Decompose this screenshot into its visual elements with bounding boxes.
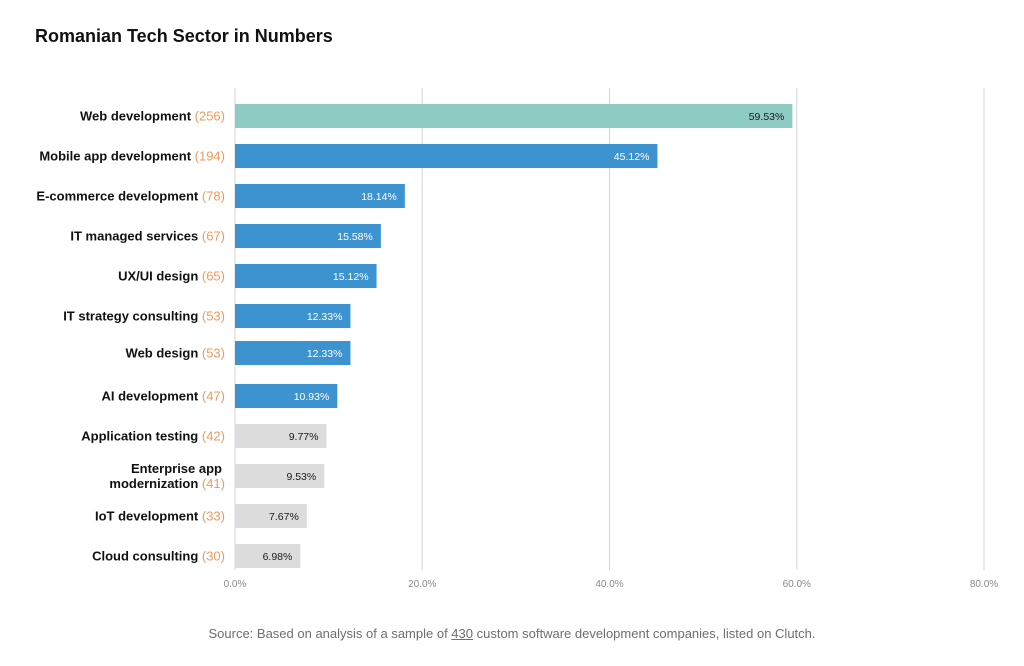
category-label: UX/UI design (65)	[118, 269, 225, 284]
category-label: IoT development (33)	[95, 509, 225, 524]
category-label: Mobile app development (194)	[39, 149, 225, 164]
x-tick-label: 0.0%	[224, 579, 247, 590]
data-label: 12.33%	[307, 348, 343, 360]
chart-title: Romanian Tech Sector in Numbers	[35, 26, 333, 46]
data-label: 15.12%	[333, 271, 369, 283]
bar	[235, 144, 658, 168]
x-tick-label: 40.0%	[595, 579, 623, 590]
bar	[235, 224, 381, 248]
data-label: 7.67%	[269, 511, 299, 523]
bar	[235, 544, 301, 568]
data-label: 6.98%	[263, 551, 293, 563]
category-label: Application testing (42)	[81, 429, 225, 444]
category-label: modernization (41)	[109, 476, 225, 491]
sample-size: 430	[451, 626, 473, 641]
x-tick-label: 60.0%	[783, 579, 811, 590]
data-label: 9.77%	[289, 431, 319, 443]
bar	[235, 384, 338, 408]
category-label: E-commerce development (78)	[36, 189, 225, 204]
data-label: 12.33%	[307, 311, 343, 323]
bar-chart: 0.0% 20.0% 40.0% 60.0% 80.0% 59.53% Web develo…	[36, 88, 998, 590]
source-prefix: Source: Based on analysis of a sample of	[208, 626, 452, 641]
x-tick-label: 80.0%	[970, 579, 998, 590]
data-label: 10.93%	[294, 391, 330, 403]
data-label: 9.53%	[286, 471, 316, 483]
x-tick-label: 20.0%	[408, 579, 436, 590]
bar	[235, 264, 377, 288]
bar	[235, 304, 351, 328]
source-footnote: Source: Based on analysis of a sample of…	[0, 626, 1024, 641]
category-label: IT managed services (67)	[70, 229, 225, 244]
category-label: Web design (53)	[126, 346, 225, 361]
source-suffix: custom software development companies, l…	[473, 626, 816, 641]
bar	[235, 504, 307, 528]
data-label: 45.12%	[614, 151, 650, 163]
category-label: AI development (47)	[101, 389, 225, 404]
data-label: 18.14%	[361, 191, 397, 203]
data-label: 59.53%	[749, 111, 785, 123]
category-label: Cloud consulting (30)	[92, 549, 225, 564]
bar	[235, 104, 793, 128]
category-label: Web development (256)	[80, 109, 225, 124]
data-label: 15.58%	[337, 231, 373, 243]
bar	[235, 424, 327, 448]
bar	[235, 184, 405, 208]
bar	[235, 341, 351, 365]
category-label: IT strategy consulting (53)	[63, 309, 225, 324]
category-label: Enterprise app	[131, 461, 222, 476]
bar	[235, 464, 325, 488]
